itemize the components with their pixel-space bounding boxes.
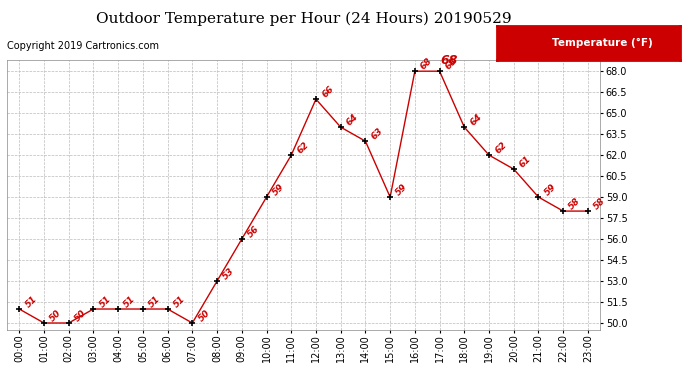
Text: 64: 64 (345, 112, 360, 128)
Text: 64: 64 (469, 112, 484, 128)
Text: 58: 58 (592, 196, 607, 212)
Text: 68: 68 (419, 57, 434, 72)
Text: 50: 50 (73, 308, 88, 324)
Text: 56: 56 (246, 225, 261, 240)
Text: 51: 51 (122, 294, 137, 310)
Text: Copyright 2019 Cartronics.com: Copyright 2019 Cartronics.com (7, 41, 159, 51)
Text: 59: 59 (394, 183, 409, 198)
Text: 59: 59 (270, 183, 286, 198)
Text: 62: 62 (493, 141, 509, 156)
Text: 61: 61 (518, 154, 533, 170)
Text: 66: 66 (320, 85, 335, 100)
Text: Outdoor Temperature per Hour (24 Hours) 20190529: Outdoor Temperature per Hour (24 Hours) … (96, 11, 511, 26)
Text: 51: 51 (172, 294, 187, 310)
Text: 51: 51 (97, 294, 112, 310)
Text: 50: 50 (48, 308, 63, 324)
Text: 62: 62 (295, 141, 310, 156)
Text: 63: 63 (370, 126, 385, 142)
Text: 51: 51 (23, 294, 39, 310)
Text: 50: 50 (197, 308, 212, 324)
Text: Temperature (°F): Temperature (°F) (553, 38, 653, 48)
Text: 53: 53 (221, 267, 237, 282)
Text: 68: 68 (444, 57, 459, 72)
Text: 58: 58 (567, 196, 582, 212)
Text: 59: 59 (542, 183, 558, 198)
Text: 68: 68 (441, 54, 458, 67)
Text: 51: 51 (147, 294, 162, 310)
